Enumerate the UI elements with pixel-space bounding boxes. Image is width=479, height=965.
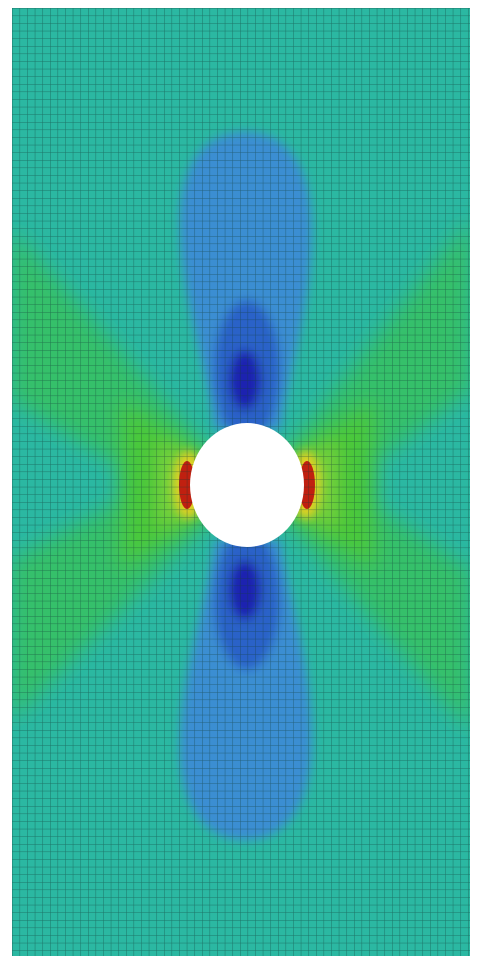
page: [0, 0, 479, 965]
hole: [190, 423, 304, 547]
stress-contour-plot: [0, 0, 479, 965]
